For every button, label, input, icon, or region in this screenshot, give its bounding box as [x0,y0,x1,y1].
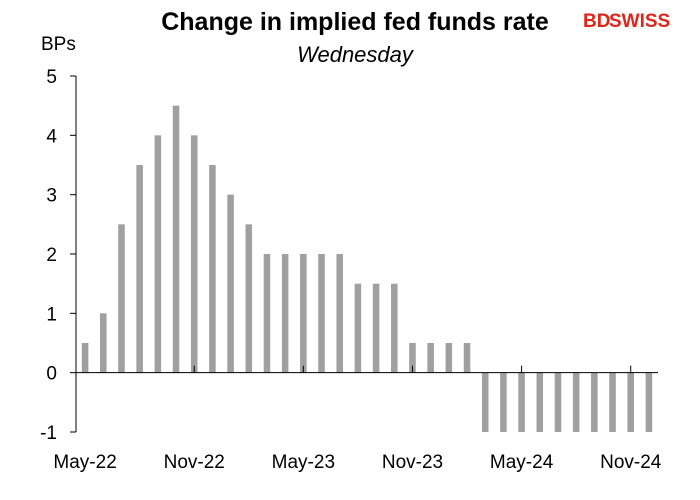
bar [190,135,198,373]
y-tick-label: 3 [46,186,57,207]
y-tick-label: 4 [46,126,57,147]
logo-bd: BD [583,11,610,32]
bar [409,343,416,373]
bar [518,372,525,432]
bar [136,165,143,373]
chart-title: Change in implied fed funds rate [161,8,549,36]
x-tick-label: Nov-22 [164,452,225,473]
bar [445,343,453,373]
x-tick-label: Nov-23 [382,452,443,473]
bar [609,372,616,432]
x-tick-label: May-22 [53,452,116,473]
bar [118,224,125,373]
bar [245,224,253,373]
y-axis: 5 4 3 2 1 0 -1 [40,67,77,444]
bar [81,343,89,373]
y-tick-label: 0 [46,364,57,385]
bar [172,105,180,373]
y-tick-label: 1 [46,304,57,325]
bar [372,283,380,373]
logo-swiss: SWISS [609,11,670,32]
y-tick-label: 5 [46,67,57,88]
brand-logo: BD SWISS [583,11,670,32]
bar [591,372,598,432]
bar [354,283,362,373]
bar [227,194,234,373]
bar [263,254,271,373]
bar [627,372,634,432]
x-tick-label: Nov-24 [600,452,662,473]
bar [336,254,343,373]
x-tick-label: May-24 [490,452,554,473]
bar [427,343,434,373]
bar [100,313,107,373]
x-tick-label: May-23 [272,452,335,473]
bar [300,254,307,373]
bar [154,135,162,373]
bar [281,254,289,373]
y-axis-label: BPs [41,34,76,55]
bar [481,372,489,432]
bar [209,165,216,373]
bar [536,372,544,432]
x-axis: May-22 Nov-22 May-23 Nov-23 May-24 Nov-24 [53,365,662,473]
bar [391,283,398,373]
bar [645,372,653,432]
y-tick-label: -1 [40,423,57,444]
bar-series [81,105,653,432]
chart-subtitle: Wednesday [297,42,415,67]
bar [572,372,580,432]
bar [500,372,507,432]
bar [318,254,325,373]
bar [463,343,471,373]
y-tick-label: 2 [46,245,57,266]
bar [554,372,562,432]
